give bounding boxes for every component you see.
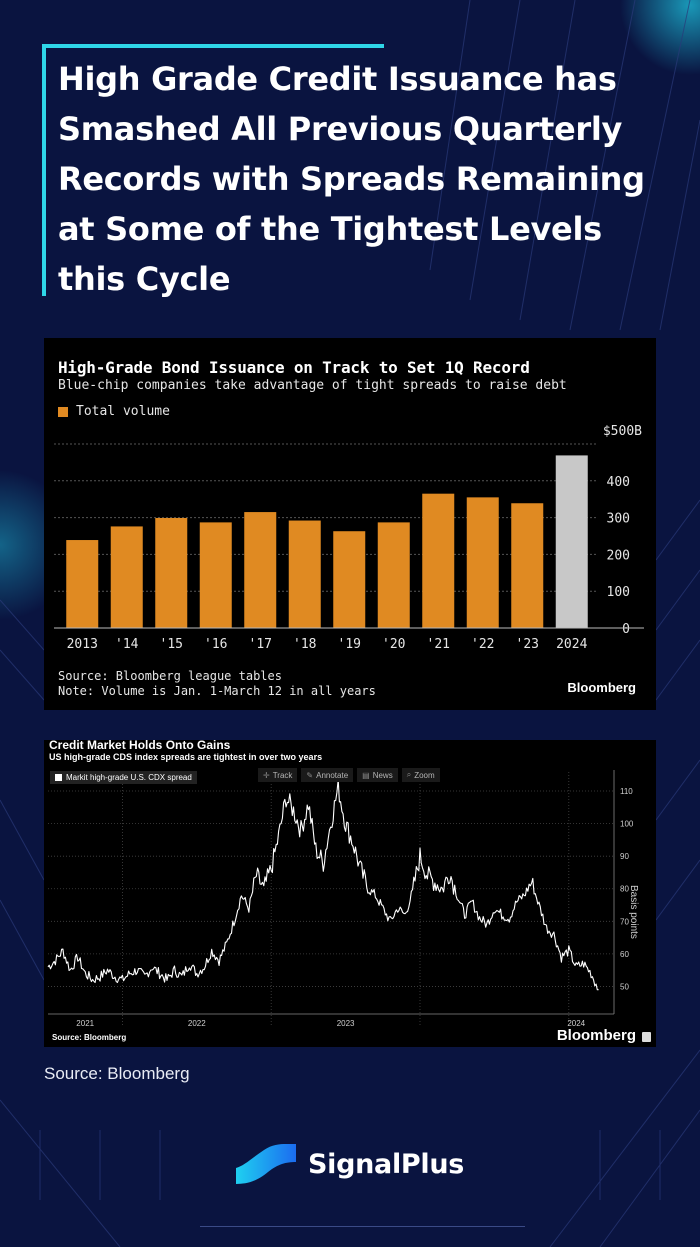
line-chart-title: Credit Market Holds Onto Gains	[49, 738, 231, 752]
issuance-bar-chart: 400 300 200 100 0 2013 '14 '15 '16 '17 '18 '19 '20 '2…	[44, 338, 656, 710]
x-tick-label: '14	[115, 637, 139, 652]
cdx-line-chart: 110 100 90 80 70 60 50 2021 2022 2023 2024 Credit …	[44, 738, 656, 1047]
y-tick-label: 400	[607, 475, 630, 490]
y-tick-label: 200	[607, 548, 630, 563]
footer-divider	[200, 1226, 525, 1227]
source-text: Source: Bloomberg league tables	[58, 669, 282, 683]
y-tick-label: 300	[607, 512, 630, 527]
title-block: High Grade Credit Issuance has Smashed A…	[42, 44, 672, 298]
bar	[333, 531, 366, 628]
bar	[199, 522, 232, 628]
bar	[511, 503, 544, 628]
bloomberg-logo: Bloomberg	[567, 680, 636, 695]
chart-toolbar: ✛ Track ✎ Annotate ▤ News ⌕ Zoom	[258, 768, 440, 782]
bar-chart-title: High-Grade Bond Issuance on Track to Set…	[58, 358, 530, 377]
annotate-button[interactable]: ✎ Annotate	[301, 768, 354, 782]
x-tick-label: 2021	[76, 1019, 94, 1028]
legend-label: Total volume	[76, 404, 170, 419]
zoom-button[interactable]: ⌕ Zoom	[401, 768, 440, 782]
legend-swatch	[55, 774, 62, 781]
legend-label: Markit high-grade U.S. CDX spread	[66, 773, 192, 782]
y-tick-label: 90	[620, 852, 629, 861]
bloomberg-chart-icon	[642, 1032, 651, 1042]
footer-source: Source: Bloomberg	[44, 1064, 190, 1083]
bar	[244, 512, 277, 628]
bar	[555, 455, 588, 628]
bar-chart-source: Source: Bloomberg league tables Note: Vo…	[58, 669, 376, 699]
y-tick-label: 80	[620, 885, 629, 894]
x-tick-label: 2024	[556, 637, 587, 652]
line-chart-legend: Markit high-grade U.S. CDX spread	[50, 771, 197, 784]
x-tick-label: 2024	[567, 1019, 585, 1028]
x-tick-label: '15	[160, 637, 183, 652]
x-tick-label: '18	[293, 637, 316, 652]
bloomberg-logo: Bloomberg	[556, 1027, 636, 1044]
news-button[interactable]: ▤ News	[357, 768, 398, 782]
x-tick-label: '22	[471, 637, 494, 652]
bar-chart-legend: Total volume	[58, 404, 170, 419]
x-tick-label: 2023	[337, 1019, 355, 1028]
x-tick-label: 2013	[67, 637, 98, 652]
series-line	[47, 778, 599, 991]
bar	[66, 540, 99, 628]
bar	[155, 517, 188, 628]
y-axis-label: Basis points	[628, 885, 639, 939]
x-tick-label: '16	[204, 637, 227, 652]
x-tick-label: '21	[427, 637, 450, 652]
bar	[422, 493, 455, 628]
bar	[466, 497, 499, 628]
title-accent-top	[42, 44, 384, 48]
y-tick-label: 110	[620, 787, 633, 796]
news-label: News	[372, 770, 393, 780]
news-icon: ▤	[362, 770, 370, 780]
x-tick-label: '23	[516, 637, 539, 652]
track-label: Track	[272, 770, 293, 780]
line-chart-plot: 110 100 90 80 70 60 50 2021 2022 2023 2024	[47, 770, 634, 1028]
legend-swatch	[58, 406, 68, 417]
line-chart-source: Source: Bloomberg	[52, 1033, 127, 1042]
y-axis-unit-label: $500B	[602, 424, 642, 439]
pencil-icon: ✎	[306, 770, 314, 780]
y-tick-label: 100	[620, 820, 634, 829]
bar-chart-plot: 400 300 200 100 0 2013 '14 '15 '16 '17 '18 '19 '20 '2…	[54, 443, 644, 652]
y-tick-label: 60	[620, 950, 629, 959]
y-tick-label: 50	[620, 982, 629, 991]
title-accent-left	[42, 44, 46, 296]
track-button[interactable]: ✛ Track	[258, 768, 298, 782]
y-tick-label: 100	[607, 585, 630, 600]
bar	[377, 522, 410, 628]
brand-name: SignalPlus	[308, 1148, 465, 1180]
bar-chart-subtitle: Blue-chip companies take advantage of ti…	[58, 378, 567, 393]
line-chart-subtitle: US high-grade CDS index spreads are tigh…	[49, 752, 323, 762]
zoom-label: Zoom	[414, 770, 435, 780]
bar	[288, 520, 321, 628]
page-title: High Grade Credit Issuance has Smashed A…	[58, 60, 645, 298]
note-text: Note: Volume is Jan. 1-March 12 in all y…	[58, 684, 376, 698]
y-tick-label: 70	[620, 917, 629, 926]
bar	[110, 526, 143, 628]
x-tick-label: '17	[249, 637, 272, 652]
annotate-label: Annotate	[316, 770, 349, 780]
signalplus-logo: SignalPlus	[234, 1140, 464, 1188]
crosshair-icon: ✛	[263, 770, 270, 780]
magnifier-icon: ⌕	[406, 770, 412, 779]
y-tick-label: 0	[622, 622, 630, 637]
x-tick-label: '20	[382, 637, 405, 652]
x-tick-label: '19	[338, 637, 361, 652]
signalplus-mark-icon	[236, 1143, 296, 1184]
x-tick-label: 2022	[188, 1019, 206, 1028]
